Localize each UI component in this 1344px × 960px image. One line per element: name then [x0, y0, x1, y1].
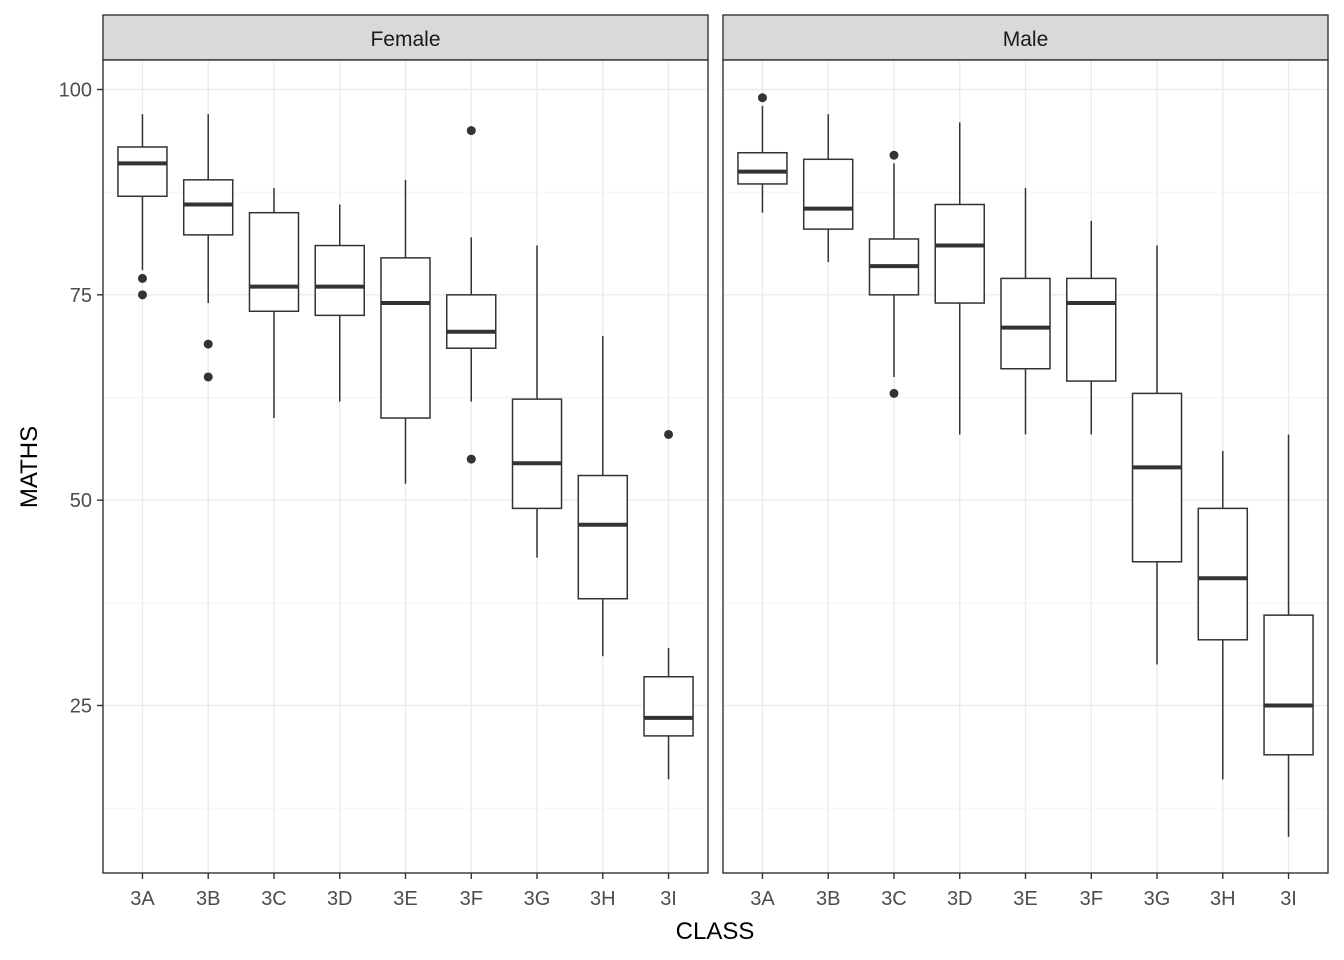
box-iqr: [380, 257, 431, 419]
box-iqr: [802, 158, 854, 230]
box-male-3h: [1197, 450, 1249, 780]
x-tick-label: 3G: [1144, 888, 1171, 910]
outlier-point: [889, 388, 899, 398]
x-tick-label: 3I: [1280, 888, 1297, 910]
x-tick-label: 3B: [196, 888, 220, 910]
box-female-3i: [643, 429, 694, 780]
facet-strip-label-male: Male: [1003, 28, 1049, 51]
box-female-3d: [314, 204, 365, 402]
facet-strip-female: [102, 14, 709, 61]
box-iqr: [182, 179, 234, 236]
box-male-3f: [1066, 220, 1117, 435]
x-tick-label: 3D: [947, 888, 973, 910]
outlier-point: [137, 273, 147, 283]
facet-panel-female: Female 3A 3B 3C 3D 3E 3F 3G 3H 3I: [102, 14, 709, 910]
box-iqr: [314, 244, 365, 317]
y-tick-label: 100: [59, 80, 92, 102]
x-axis-title: CLASS: [676, 918, 755, 945]
box-iqr: [1066, 277, 1117, 382]
box-iqr: [1131, 392, 1183, 563]
box-iqr: [577, 474, 629, 600]
outlier-point: [203, 372, 213, 382]
x-tick-label: 3E: [393, 888, 417, 910]
x-tick-label: 3E: [1013, 888, 1037, 910]
box-male-3e: [1000, 188, 1051, 435]
box-female-3h: [577, 335, 629, 657]
x-tick-label: 3H: [1210, 888, 1236, 910]
x-tick-label: 3C: [261, 888, 287, 910]
y-tick-label: 75: [70, 285, 92, 307]
box-iqr: [934, 203, 985, 304]
facet-strip-male: [722, 14, 1329, 61]
box-female-3e: [380, 179, 431, 484]
x-tick-label: 3A: [750, 888, 775, 910]
box-male-3c: [868, 150, 920, 398]
x-tick-label: 3D: [327, 888, 353, 910]
x-tick-label: 3C: [881, 888, 907, 910]
box-iqr: [1197, 507, 1249, 641]
box-iqr: [248, 211, 300, 313]
outlier-point: [203, 339, 213, 349]
y-tick-label: 25: [70, 696, 92, 718]
x-tick-label: 3F: [1080, 888, 1103, 910]
box-iqr: [446, 294, 497, 349]
x-tick-label: 3I: [660, 888, 677, 910]
box-female-3a: [117, 114, 168, 300]
outlier-point: [757, 93, 767, 103]
box-iqr: [737, 151, 788, 185]
y-axis-title: MATHS: [16, 426, 43, 508]
x-tick-label: 3F: [460, 888, 483, 910]
y-axis: 25 50 75 100: [59, 80, 103, 718]
x-tick-label: 3H: [590, 888, 616, 910]
x-tick-label: 3G: [524, 888, 551, 910]
outlier-point: [889, 150, 899, 160]
box-male-3b: [802, 114, 854, 262]
box-iqr: [117, 146, 168, 198]
outlier-point: [466, 454, 476, 464]
box-female-3b: [182, 114, 234, 382]
box-female-3c: [248, 188, 300, 419]
x-tick-label: 3A: [130, 888, 155, 910]
x-tick-label: 3B: [816, 888, 840, 910]
box-female-3g: [511, 245, 563, 558]
outlier-point: [137, 290, 147, 300]
box-male-3i: [1263, 434, 1314, 837]
box-male-3d: [934, 122, 985, 435]
box-iqr: [1263, 614, 1314, 756]
y-tick-label: 50: [70, 490, 92, 512]
outlier-point: [466, 126, 476, 136]
box-male-3g: [1131, 245, 1183, 665]
outlier-point: [664, 429, 674, 439]
box-female-3f: [446, 126, 497, 464]
box-iqr: [1000, 277, 1051, 370]
facet-panel-male: Male 3A 3B 3C 3D 3E 3F 3G 3H 3I: [722, 14, 1329, 910]
box-male-3a: [737, 93, 788, 213]
box-iqr: [511, 398, 563, 510]
box-iqr: [643, 676, 694, 737]
facet-strip-label-female: Female: [370, 28, 440, 51]
